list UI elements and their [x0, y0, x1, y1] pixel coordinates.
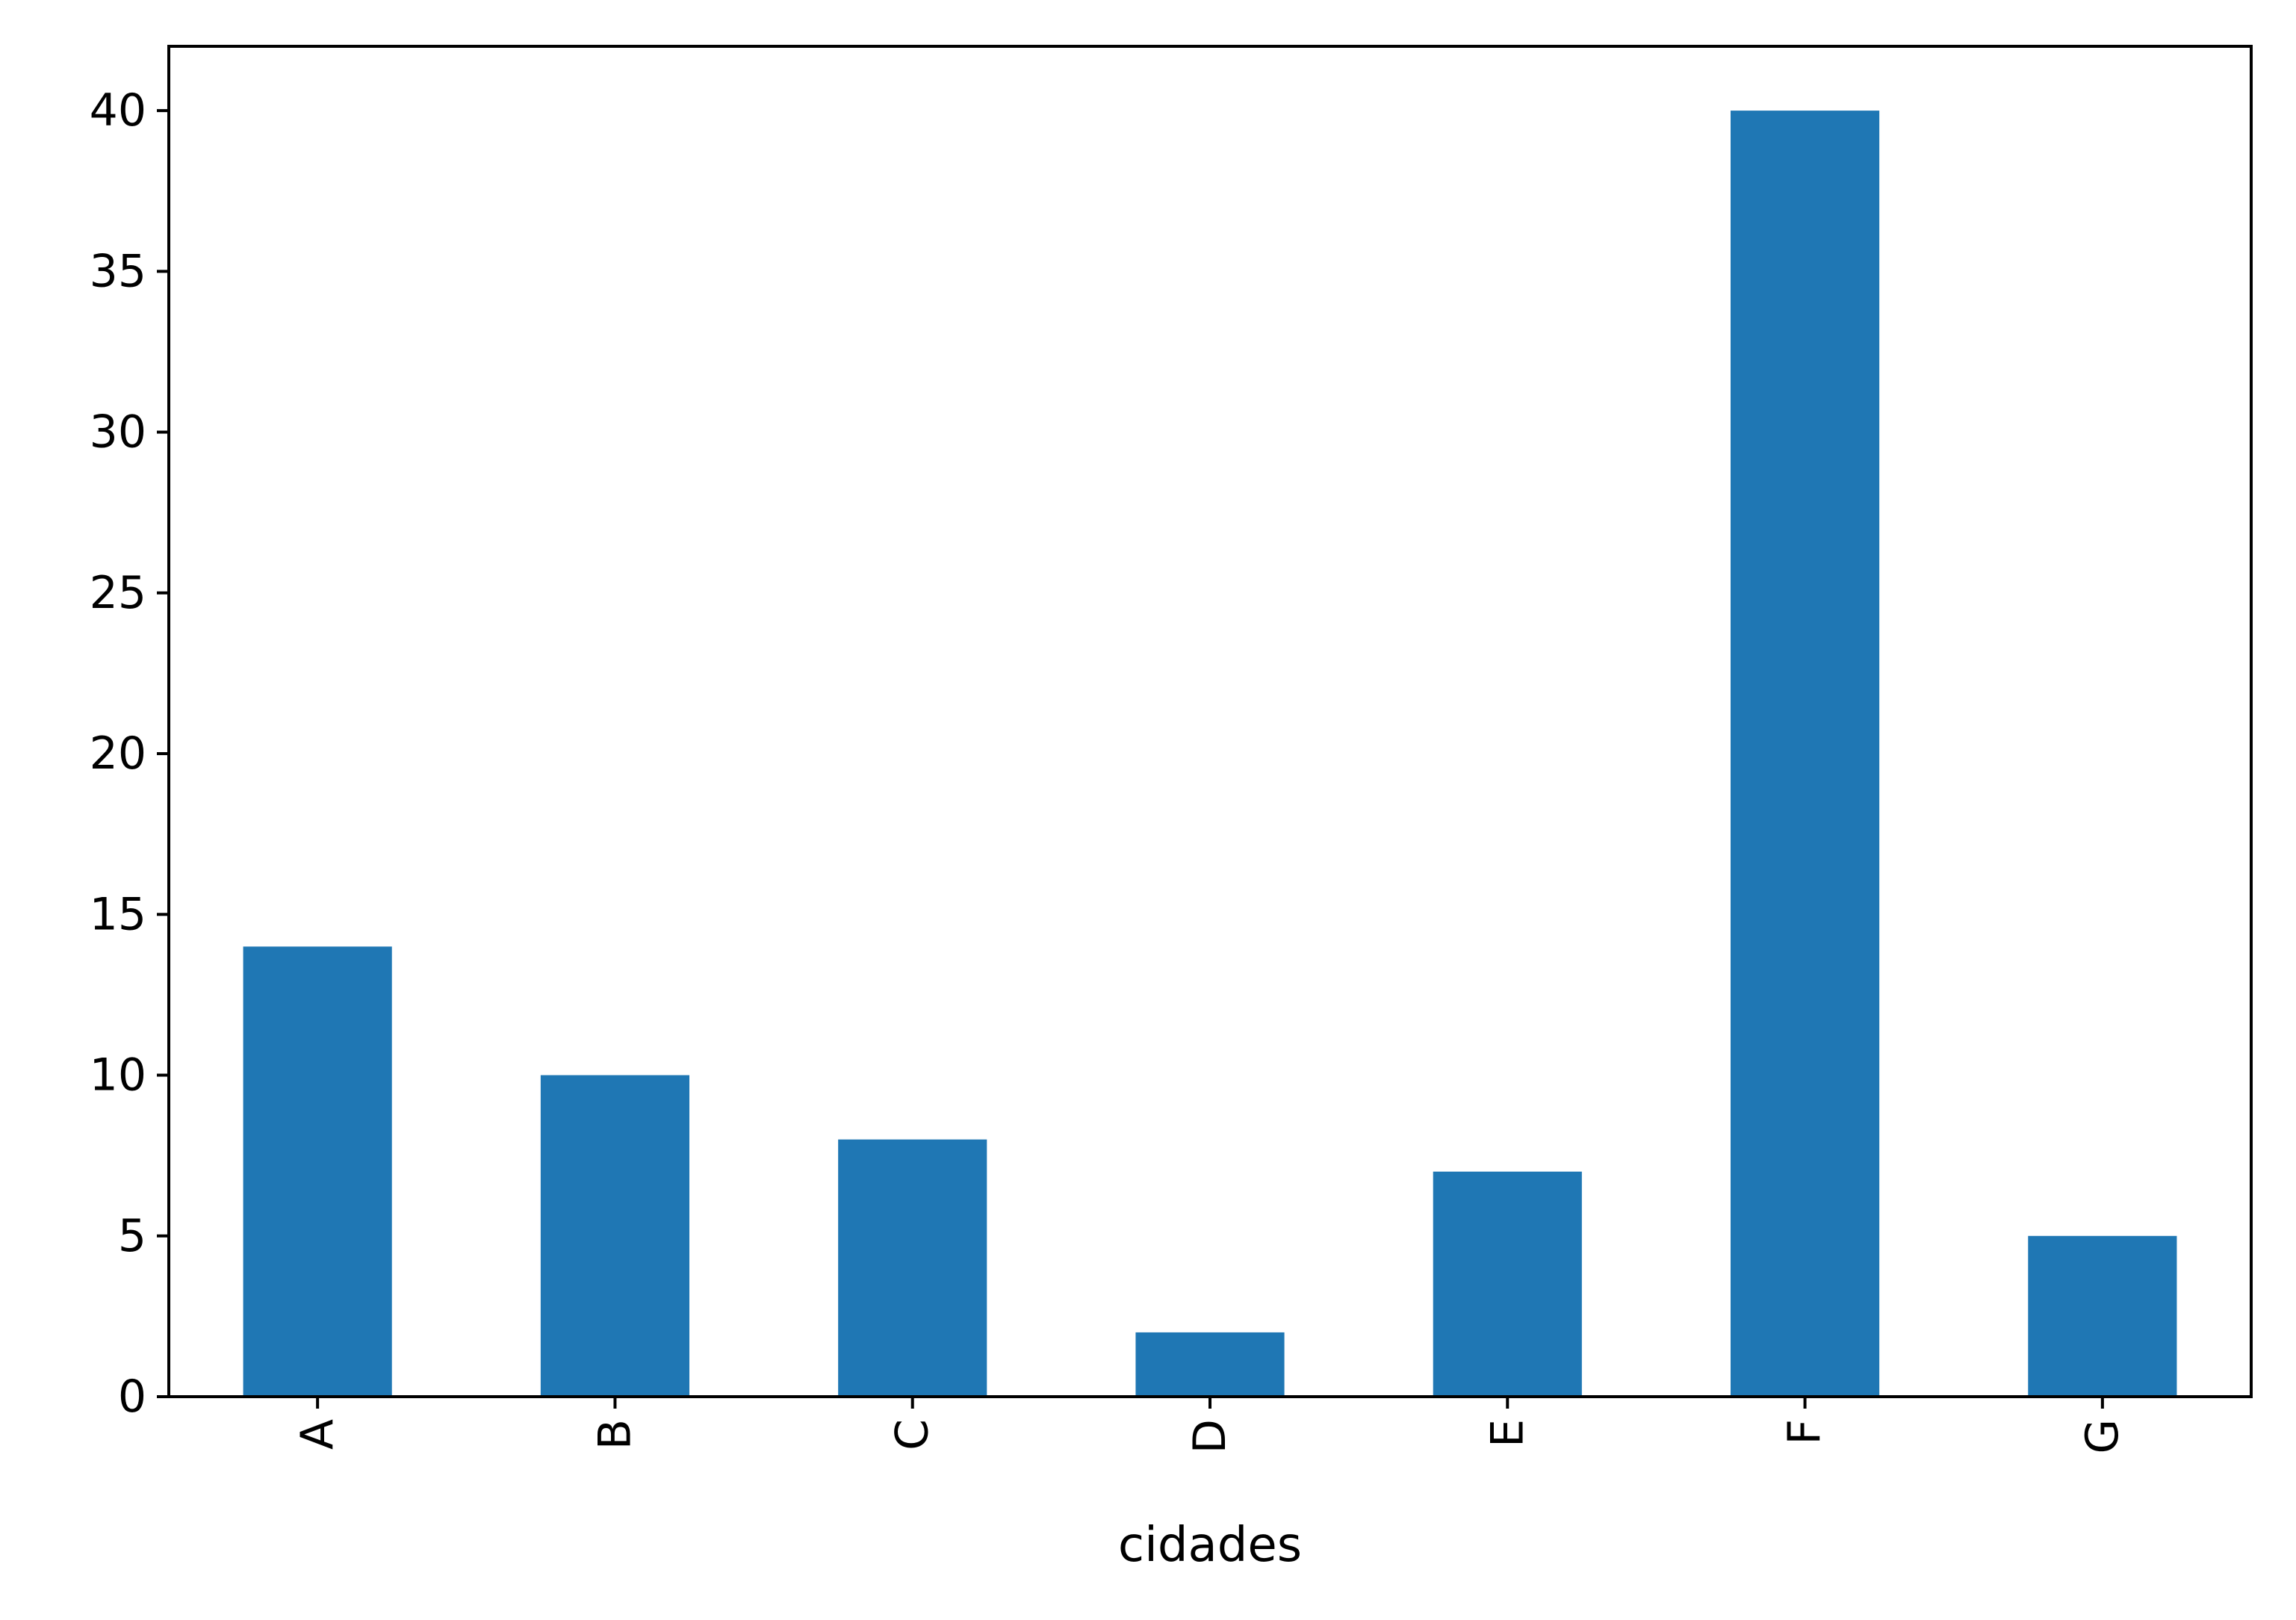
x-tick-label: D [1184, 1419, 1236, 1453]
y-tick-label: 20 [90, 727, 146, 780]
y-tick-label: 40 [90, 84, 146, 137]
y-tick-label: 0 [118, 1371, 146, 1423]
bar-A [243, 946, 392, 1397]
bars-group [243, 111, 2177, 1397]
bar-B [540, 1075, 689, 1397]
bar-F [1731, 111, 1880, 1397]
bar-D [1135, 1332, 1285, 1397]
y-tick-label: 35 [90, 245, 146, 297]
plot-frame [167, 45, 2253, 1398]
x-tick-label: A [291, 1419, 344, 1450]
y-tick-label: 15 [90, 888, 146, 940]
x-tick-label: B [589, 1419, 641, 1450]
x-tick-label: C [887, 1419, 939, 1450]
y-tick-label: 25 [90, 567, 146, 619]
y-axis: 0 5 10 15 20 25 30 35 40 [90, 84, 169, 1423]
bar-G [2028, 1235, 2177, 1397]
x-tick-label: G [2076, 1419, 2129, 1454]
x-axis-label: cidades [1118, 1518, 1302, 1573]
y-tick-label: 5 [118, 1210, 146, 1262]
x-axis: A B C D E F G [291, 1397, 2129, 1454]
y-tick-label: 10 [90, 1049, 146, 1102]
x-tick-label: E [1481, 1419, 1533, 1447]
y-tick-label: 30 [90, 406, 146, 459]
bar-E [1433, 1171, 1582, 1397]
bar-C [838, 1139, 987, 1397]
x-tick-label: F [1779, 1419, 1831, 1445]
